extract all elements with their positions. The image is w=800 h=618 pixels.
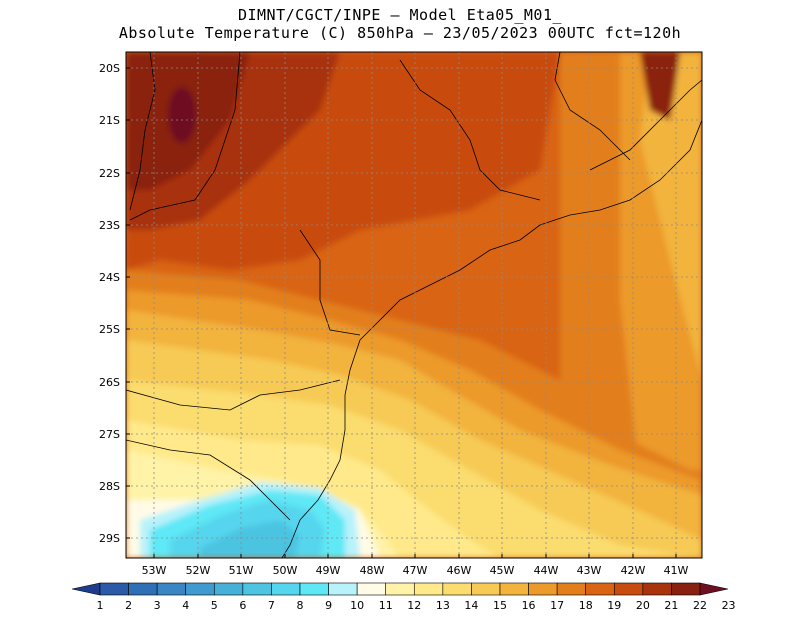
- colorbar-swatch: [585, 582, 615, 596]
- temperature-field: [126, 52, 702, 558]
- lon-label: 51W: [229, 564, 254, 577]
- colorbar-swatch: [356, 582, 387, 596]
- colorbar-swatch: [213, 582, 244, 596]
- lat-label: 21S: [99, 114, 120, 127]
- lon-label: 46W: [447, 564, 472, 577]
- colorbar-label: 18: [579, 599, 593, 612]
- colorbar-swatch: [471, 582, 501, 596]
- colorbar-label: 13: [436, 599, 450, 612]
- colorbar-swatch: [299, 582, 329, 596]
- colorbar-label: 5: [211, 599, 218, 612]
- lat-label: 28S: [99, 480, 120, 493]
- colorbar-swatch: [442, 582, 472, 596]
- lon-label: 42W: [621, 564, 646, 577]
- colorbar-label: 6: [239, 599, 246, 612]
- colorbar-swatch: [413, 582, 444, 596]
- lon-label: 49W: [316, 564, 341, 577]
- colorbar-label: 19: [607, 599, 621, 612]
- lon-label: 50W: [273, 564, 298, 577]
- lat-label: 23S: [99, 219, 120, 232]
- lon-label: 48W: [360, 564, 385, 577]
- colorbar-swatch: [528, 582, 558, 596]
- colorbar-label: 3: [154, 599, 161, 612]
- colorbar-label: 4: [182, 599, 189, 612]
- lon-label: 41W: [664, 564, 689, 577]
- lat-label: 27S: [99, 428, 120, 441]
- colorbar-swatch: [556, 582, 587, 596]
- lon-label: 45W: [490, 564, 515, 577]
- lon-label: 43W: [577, 564, 602, 577]
- colorbar-label: 23: [722, 599, 736, 612]
- colorbar-label: 22: [693, 599, 707, 612]
- colorbar-label: 15: [493, 599, 507, 612]
- latitude-labels: 20S 21S 22S 23S 24S 25S 26S 27S 28S 29S: [99, 62, 130, 545]
- colorbar-label: 11: [379, 599, 393, 612]
- colorbar-swatch: [242, 582, 272, 596]
- colorbar-swatch: [613, 582, 644, 596]
- lon-label: 47W: [403, 564, 428, 577]
- colorbar-label: 7: [268, 599, 275, 612]
- colorbar-label: 17: [550, 599, 564, 612]
- chart-title-line1: DIMNT/CGCT/INPE – Model Eta05_M01_: [237, 6, 563, 24]
- colorbar-swatch: [99, 582, 129, 596]
- colorbar-arrow-left: [71, 582, 101, 596]
- lat-label: 22S: [99, 167, 120, 180]
- lon-label: 52W: [186, 564, 211, 577]
- colorbar-swatch: [671, 582, 701, 596]
- coastline: [126, 52, 702, 558]
- lat-label: 26S: [99, 376, 120, 389]
- colorbar: 1 2 3 4 5 6 7 8 9 10 11 12 13 14 15 16 17 18 19 20 21 22 23: [71, 582, 736, 612]
- colorbar-swatch: [128, 582, 158, 596]
- colorbar-label: 16: [522, 599, 536, 612]
- colorbar-label: 1: [97, 599, 104, 612]
- lat-label: 25S: [99, 323, 120, 336]
- colorbar-label: 14: [464, 599, 478, 612]
- colorbar-label: 21: [664, 599, 678, 612]
- colorbar-swatch: [185, 582, 215, 596]
- colorbar-swatch: [642, 582, 672, 596]
- chart-title-line2: Absolute Temperature (C) 850hPa – 23/05/…: [118, 24, 682, 42]
- colorbar-label: 20: [636, 599, 650, 612]
- grid: [126, 52, 702, 558]
- colorbar-swatch: [385, 582, 415, 596]
- colorbar-swatch: [156, 582, 187, 596]
- longitude-labels: 53W 52W 51W 50W 49W 48W 47W 46W 45W 44W 43W 42W 41W: [142, 554, 689, 577]
- plot-frame: [125, 51, 703, 559]
- colorbar-label: 2: [125, 599, 132, 612]
- colorbar-label: 12: [407, 599, 421, 612]
- lon-label: 53W: [142, 564, 167, 577]
- colorbar-label: 9: [325, 599, 332, 612]
- colorbar-label: 10: [350, 599, 364, 612]
- colorbar-label: 8: [297, 599, 304, 612]
- lat-label: 29S: [99, 532, 120, 545]
- colorbar-arrow-right: [699, 582, 729, 596]
- colorbar-swatch: [499, 582, 529, 596]
- colorbar-swatch: [328, 582, 358, 596]
- lon-label: 44W: [534, 564, 559, 577]
- colorbar-swatch: [271, 582, 301, 596]
- lat-label: 24S: [99, 271, 120, 284]
- lat-label: 20S: [99, 62, 120, 75]
